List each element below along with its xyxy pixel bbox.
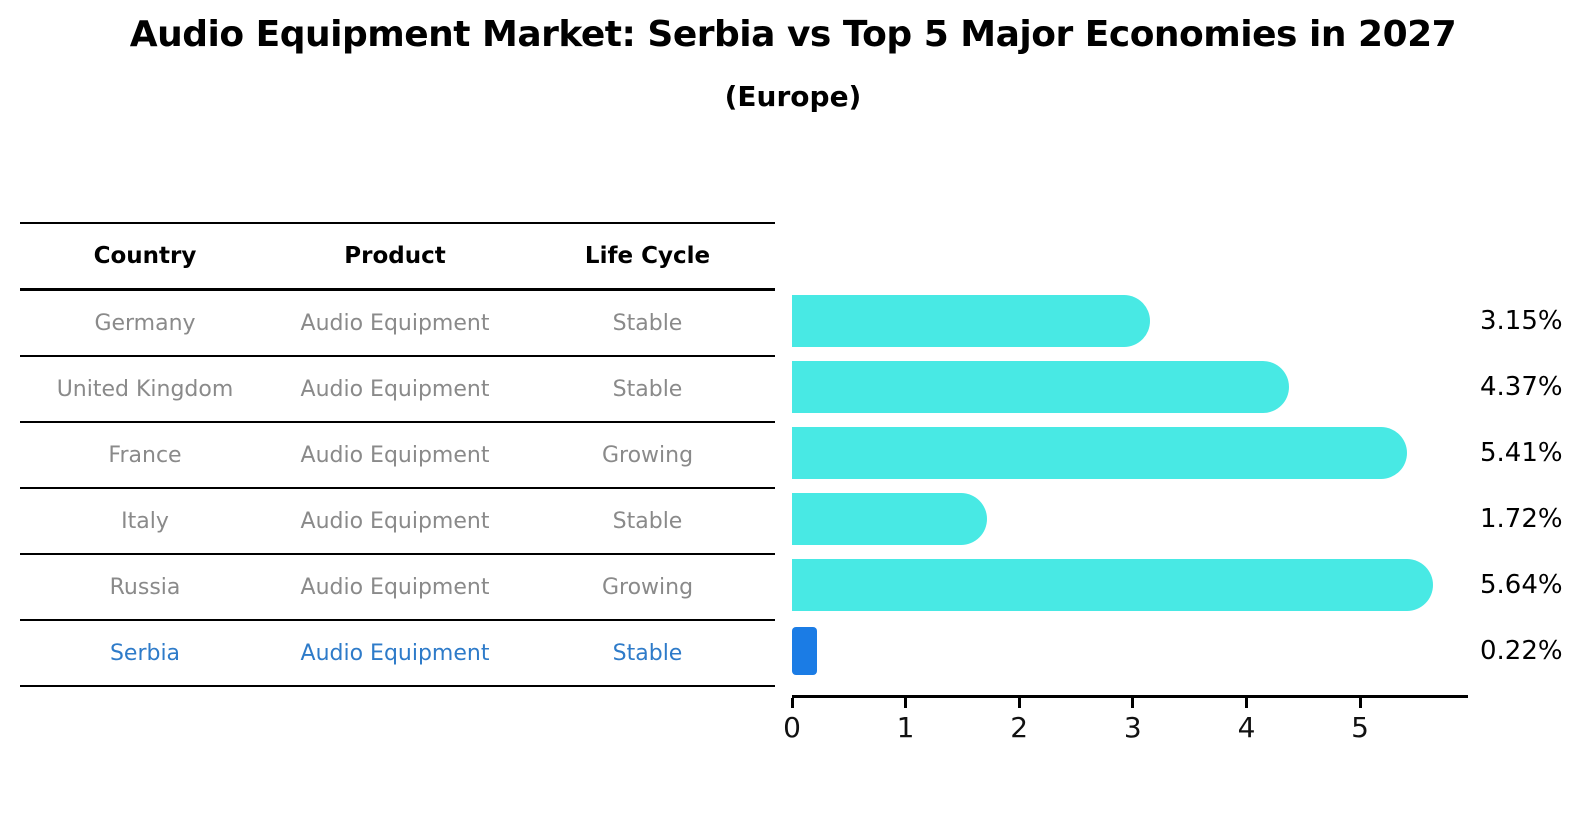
bar-row: 5.41% — [792, 420, 1586, 486]
chart-subtitle: (Europe) — [724, 80, 862, 113]
country-table: Country Product Life Cycle Germany Audio… — [20, 222, 775, 687]
bar-row: 1.72% — [792, 486, 1586, 552]
tick-label: 4 — [1237, 711, 1256, 744]
tick-label: 3 — [1123, 711, 1142, 744]
column-header-product: Product — [344, 243, 446, 269]
value-label: 3.15% — [1480, 306, 1563, 336]
bars: 3.15% 4.37% 5.41% 1.72% 5.64% 0.22% — [792, 288, 1586, 684]
cell-product: Audio Equipment — [300, 442, 490, 468]
bar-row: 3.15% — [792, 288, 1586, 354]
value-label: 1.72% — [1480, 504, 1563, 534]
tick-label: 1 — [896, 711, 915, 744]
value-label: 5.41% — [1480, 438, 1563, 468]
tick-label: 5 — [1351, 711, 1370, 744]
value-bar — [792, 627, 817, 675]
cell-life-cycle: Stable — [612, 640, 683, 666]
cell-product: Audio Equipment — [300, 310, 490, 336]
tick-mark — [1358, 698, 1362, 708]
cell-country: Italy — [121, 508, 169, 534]
cell-country: Russia — [109, 574, 181, 600]
cell-product: Audio Equipment — [300, 640, 490, 666]
column-header-life-cycle: Life Cycle — [584, 243, 711, 269]
table-header-row: Country Product Life Cycle — [20, 222, 775, 291]
cell-country: United Kingdom — [56, 376, 234, 402]
value-bar — [792, 427, 1407, 479]
table-row: France Audio Equipment Growing — [20, 423, 775, 489]
table-body: Germany Audio Equipment Stable United Ki… — [20, 291, 775, 687]
table-row: United Kingdom Audio Equipment Stable — [20, 357, 775, 423]
tick-mark — [1131, 698, 1135, 708]
value-label: 5.64% — [1480, 570, 1563, 600]
column-header-country: Country — [93, 243, 197, 269]
cell-life-cycle: Stable — [612, 376, 683, 402]
cell-product: Audio Equipment — [300, 376, 490, 402]
cell-life-cycle: Stable — [612, 508, 683, 534]
cell-life-cycle: Stable — [612, 310, 683, 336]
tick-mark — [1017, 698, 1021, 708]
chart-title: Audio Equipment Market: Serbia vs Top 5 … — [129, 14, 1457, 55]
bar-row: 4.37% — [792, 354, 1586, 420]
tick-label: 0 — [783, 711, 801, 744]
cell-country: France — [108, 442, 182, 468]
value-label: 4.37% — [1480, 372, 1563, 402]
x-axis: 0 1 2 3 4 5 — [783, 695, 1468, 744]
value-bar — [792, 295, 1150, 347]
value-bar — [792, 361, 1289, 413]
cell-product: Audio Equipment — [300, 508, 490, 534]
cell-country: Serbia — [109, 640, 181, 666]
cell-life-cycle: Growing — [601, 442, 694, 468]
table-row: Germany Audio Equipment Stable — [20, 291, 775, 357]
cell-country: Germany — [94, 310, 196, 336]
tick-mark — [790, 698, 794, 708]
tick-label: 2 — [1010, 711, 1029, 744]
cell-product: Audio Equipment — [300, 574, 490, 600]
table-row: Serbia Audio Equipment Stable — [20, 621, 775, 687]
table-row: Italy Audio Equipment Stable — [20, 489, 775, 555]
value-bar — [792, 559, 1433, 611]
tick-mark — [1245, 698, 1248, 708]
bar-row: 0.22% — [792, 618, 1586, 684]
table-row: Russia Audio Equipment Growing — [20, 555, 775, 621]
bar-row: 5.64% — [792, 552, 1586, 618]
value-label: 0.22% — [1480, 636, 1563, 666]
cell-life-cycle: Growing — [601, 574, 694, 600]
value-bar — [792, 493, 988, 545]
tick-mark — [904, 698, 908, 708]
